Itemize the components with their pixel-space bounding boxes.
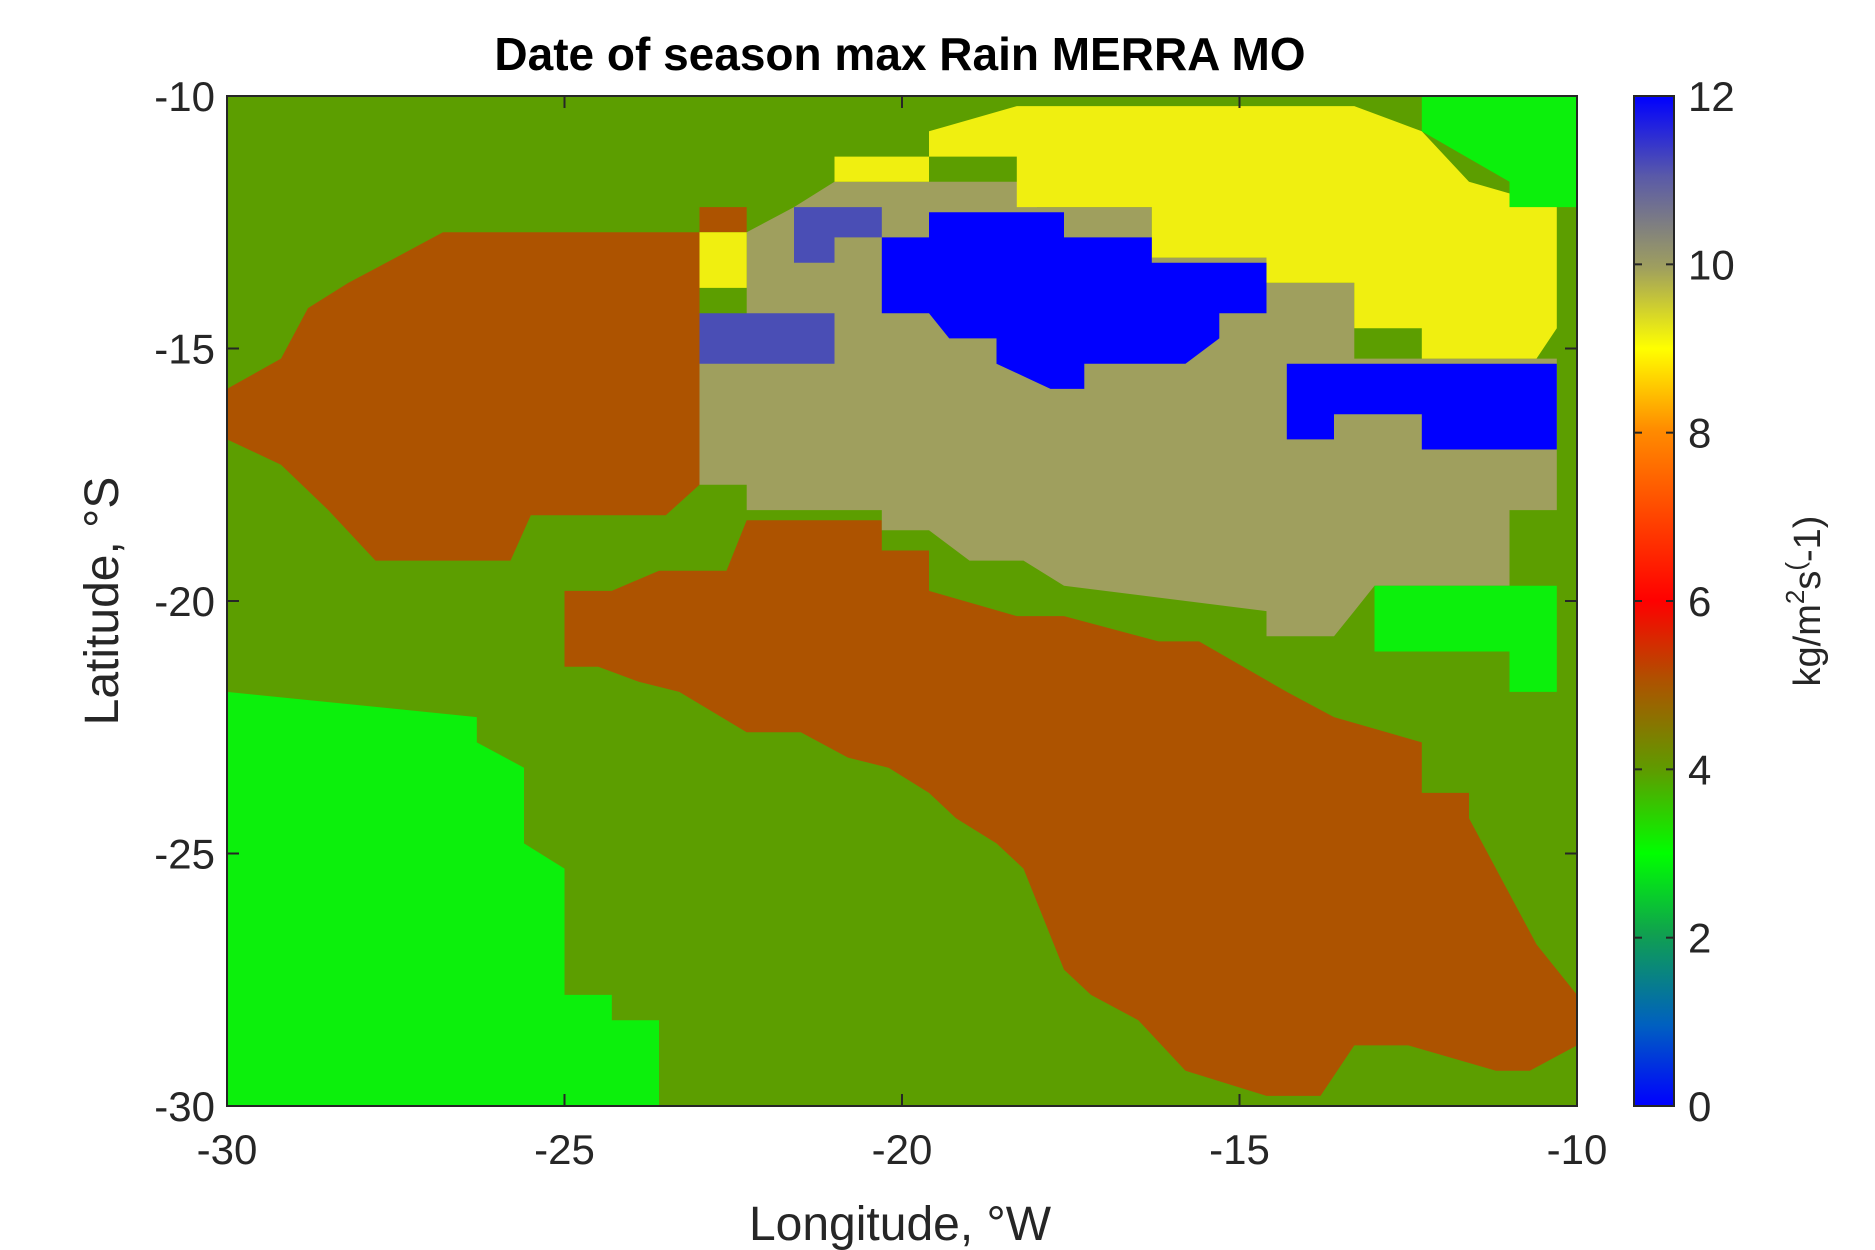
y-tick-label: -15 (154, 326, 215, 373)
colorbar: 0 2 4 6 8 10 12 kg/m2s(-1) (1633, 73, 1829, 1130)
x-tick-label: -30 (197, 1126, 258, 1173)
x-ticks: -30 -25 -20 -15 -10 (197, 96, 1608, 1173)
colorbar-tick-label: 2 (1688, 915, 1711, 962)
heatmap-region-13 (1509, 585, 1557, 692)
x-tick-label: -25 (534, 1126, 595, 1173)
heatmap-region-5 (834, 156, 929, 182)
y-tick-label: -30 (154, 1083, 215, 1130)
heatmap-region-6 (699, 232, 747, 288)
heatmap-region-0 (227, 232, 700, 561)
x-tick-label: -20 (872, 1126, 933, 1173)
heatmap-region-7 (881, 212, 1267, 389)
y-axis-label: Latitude, °S (76, 477, 129, 726)
plot-area: -30 -25 -20 -15 -10 -10 -15 -20 -25 -30 (154, 73, 1607, 1173)
heatmap-region-14 (1374, 585, 1510, 652)
heatmap-region-4 (929, 106, 1557, 359)
colorbar-label: kg/m2s(-1) (1780, 516, 1829, 687)
heatmap-region-9 (699, 313, 835, 364)
x-tick-label: -15 (1209, 1126, 1270, 1173)
heatmap-region-2 (564, 520, 1577, 1096)
y-ticks: -10 -15 -20 -25 -30 (154, 73, 1577, 1130)
colorbar-tick-label: 6 (1688, 578, 1711, 625)
heatmap-region-8 (1286, 363, 1557, 450)
colorbar-tick-label: 0 (1688, 1083, 1711, 1130)
colorbar-tick-label: 8 (1688, 410, 1711, 457)
y-tick-label: -10 (154, 73, 215, 120)
heatmap-region-10 (794, 207, 882, 263)
heatmap-regions (227, 96, 1577, 1106)
colorbar-tick-label: 4 (1688, 746, 1711, 793)
x-tick-label: -10 (1547, 1126, 1608, 1173)
colorbar-tick-label: 12 (1688, 73, 1735, 120)
heatmap-region-12 (227, 691, 659, 1106)
y-tick-label: -20 (154, 578, 215, 625)
y-tick-label: -25 (154, 831, 215, 878)
chart-title: Date of season max Rain MERRA MO (494, 28, 1305, 80)
heatmap-region-11 (1266, 96, 1577, 208)
heatmap-region-1 (699, 207, 747, 233)
colorbar-tick-label: 10 (1688, 241, 1735, 288)
colorbar-ticks: 0 2 4 6 8 10 12 (1634, 73, 1735, 1130)
x-axis-label: Longitude, °W (749, 1198, 1052, 1250)
